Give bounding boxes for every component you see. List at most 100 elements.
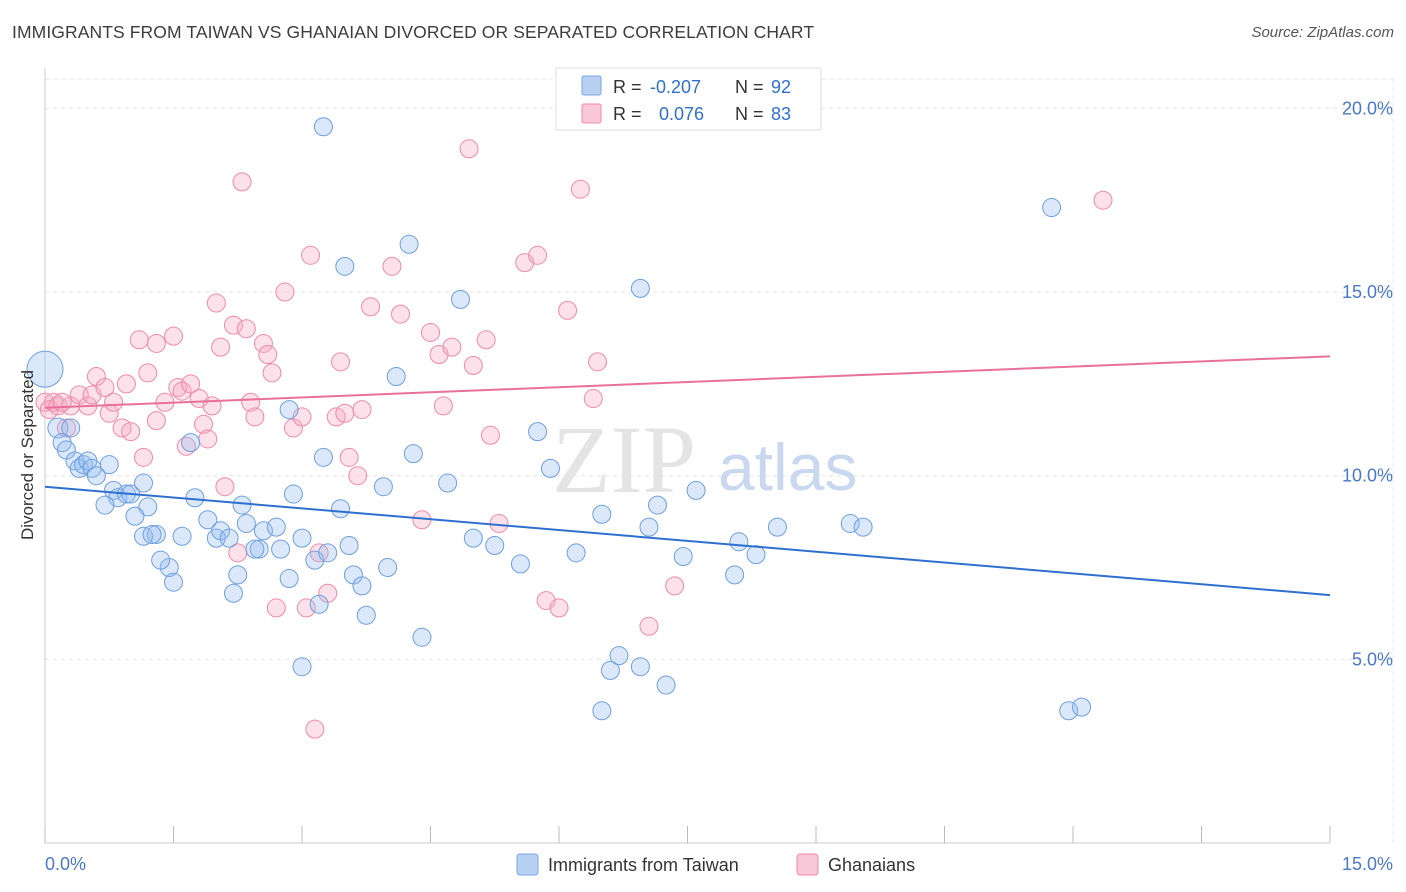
ghanaians-trend-line — [44, 355, 1331, 409]
taiwan-point — [309, 594, 329, 614]
ghanaians-point — [138, 363, 158, 383]
taiwan-point — [172, 526, 192, 546]
taiwan-point — [1059, 701, 1079, 721]
taiwan-point — [630, 278, 650, 298]
taiwan-point — [373, 477, 393, 497]
ghanaians-point — [442, 337, 462, 357]
taiwan-point — [99, 455, 119, 475]
taiwan-point — [639, 517, 659, 537]
taiwan-point — [438, 473, 458, 493]
taiwan-point — [249, 539, 269, 559]
ghanaians-point — [56, 418, 76, 438]
ghanaians-point — [639, 616, 659, 636]
ghanaians-point — [241, 392, 261, 412]
taiwan-point — [656, 675, 676, 695]
ghanaians-point — [275, 282, 295, 302]
ghanaians-point — [352, 400, 372, 420]
taiwan-point — [673, 547, 693, 566]
taiwan-point — [450, 289, 470, 309]
ghanaians-point — [232, 172, 252, 192]
taiwan-point — [151, 550, 171, 570]
x-tick-label-min: 0.0% — [45, 854, 86, 874]
y-tick-label: 15.0% — [1342, 282, 1393, 302]
ghanaians-point — [116, 374, 136, 394]
taiwan-point — [840, 513, 860, 533]
taiwan-point — [181, 433, 201, 453]
ghanaians-point — [258, 344, 278, 364]
taiwan-point — [335, 256, 355, 276]
legend-n-label-2: N = — [735, 104, 764, 124]
ghanaians-point — [588, 352, 608, 372]
taiwan-point — [198, 510, 218, 530]
taiwan-point — [485, 535, 505, 555]
taiwan-point — [630, 657, 650, 677]
taiwan-point — [279, 569, 299, 589]
taiwan-point — [600, 660, 620, 680]
ghanaians-point — [382, 256, 402, 276]
taiwan-point — [403, 444, 423, 464]
ghanaians-point — [583, 389, 603, 409]
taiwan-point — [61, 418, 81, 438]
legend-n-value-1: 92 — [771, 77, 791, 97]
taiwan-point — [1042, 198, 1062, 218]
taiwan-point — [540, 458, 560, 478]
taiwan-point — [26, 350, 64, 388]
ghanaians-point — [146, 333, 166, 353]
taiwan-point — [223, 583, 243, 603]
taiwan-point — [725, 565, 745, 585]
legend-n-label-1: N = — [735, 77, 764, 97]
taiwan-point — [386, 367, 406, 387]
stats-legend: R = -0.207 N = 92 R = 0.076 N = 83 — [555, 67, 822, 131]
legend-r-value-1: -0.207 — [650, 77, 701, 97]
taiwan-point — [592, 701, 612, 721]
taiwan-point — [767, 517, 787, 537]
watermark-atlas: atlas — [718, 430, 857, 504]
taiwan-point — [1072, 697, 1092, 717]
taiwan-point — [228, 565, 248, 585]
ghanaians-point — [549, 598, 569, 618]
taiwan-point — [279, 400, 299, 420]
ghanaians-point — [305, 719, 325, 739]
legend-n-value-2: 83 — [771, 104, 791, 124]
ghanaians-point — [489, 513, 509, 533]
ghanaians-point — [528, 245, 548, 265]
taiwan-point — [609, 646, 629, 666]
ghanaians-point — [245, 407, 265, 427]
legend-r-value-2: 0.076 — [659, 104, 704, 124]
ghanaians-point — [301, 245, 321, 265]
taiwan-point — [746, 545, 766, 565]
taiwan-point — [266, 517, 286, 537]
taiwan-points — [26, 117, 1092, 721]
series-legend-swatch-taiwan — [516, 853, 539, 876]
series-legend-label-taiwan: Immigrants from Taiwan — [548, 855, 739, 875]
ghanaians-point — [134, 447, 154, 467]
taiwan-trend-line — [44, 485, 1331, 597]
legend-r-label-2: R = — [613, 104, 642, 124]
ghanaians-point — [253, 333, 273, 353]
ghanaians-point — [459, 139, 479, 159]
chart-title: IMMIGRANTS FROM TAIWAN VS GHANAIAN DIVOR… — [12, 22, 815, 42]
ghanaians-point — [146, 411, 166, 431]
taiwan-point — [219, 528, 239, 548]
ghanaians-point — [570, 179, 590, 199]
taiwan-point — [412, 627, 432, 647]
taiwan-point — [232, 495, 252, 515]
ghanaians-point — [215, 477, 235, 497]
legend-swatch-blue — [581, 75, 602, 96]
source-label: Source: ZipAtlas.com — [1251, 24, 1394, 41]
ghanaians-point — [236, 319, 256, 339]
taiwan-point — [245, 539, 265, 559]
taiwan-point — [339, 535, 359, 555]
taiwan-point — [185, 488, 205, 508]
ghanaians-point — [121, 422, 141, 442]
ghanaians-point — [296, 598, 316, 618]
taiwan-point — [253, 521, 273, 541]
taiwan-point — [142, 524, 162, 544]
taiwan-point — [283, 484, 303, 504]
ghanaians-point — [193, 414, 213, 434]
ghanaians-point — [95, 378, 115, 398]
taiwan-point — [399, 234, 419, 254]
taiwan-point — [378, 558, 398, 578]
ghanaians-point — [1093, 190, 1113, 210]
